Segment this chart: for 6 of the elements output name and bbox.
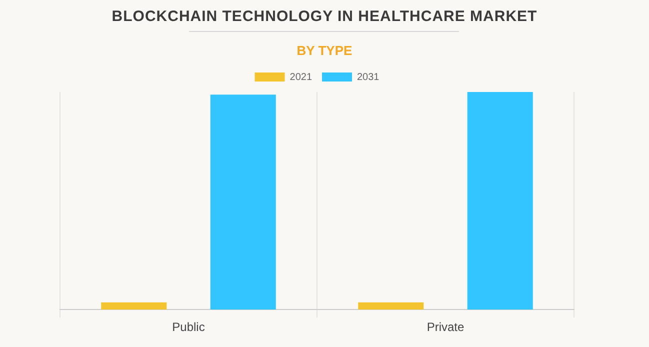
chart-subtitle: BY TYPE (296, 43, 354, 58)
legend-label: 2021 (290, 72, 312, 83)
legend-label: 2031 (357, 72, 380, 83)
x-tick-label: Private (426, 320, 464, 334)
x-tick-label: Public (172, 320, 205, 334)
chart-title: BLOCKCHAIN TECHNOLOGY IN HEALTHCARE MARKET (110, 8, 538, 25)
